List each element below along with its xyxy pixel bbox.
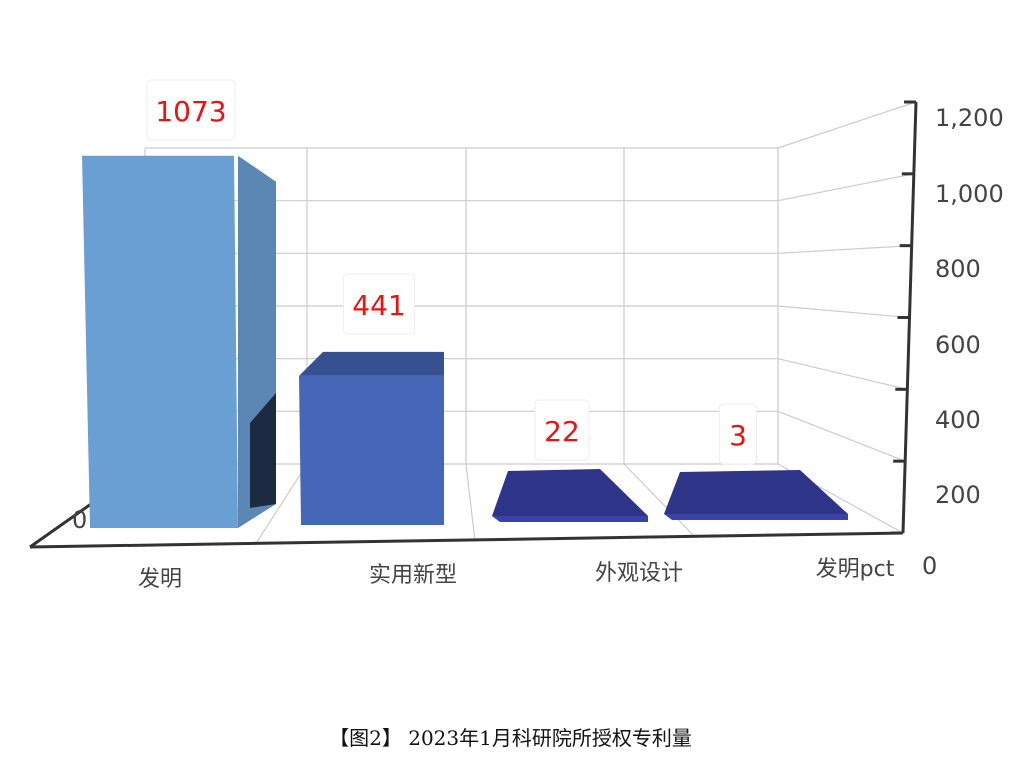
gridline-floor [254,463,308,546]
data-label-box [343,273,415,335]
x-category-label: 发明 [138,567,182,592]
labels: 1,200 1,000 800 600 400 200 0 0 1073 441 22 3 发明 实用新型… [72,79,1004,592]
y-tick-label: 800 [935,255,981,283]
x-category-label: 实用新型 [369,563,457,588]
data-label: 22 [544,415,580,448]
bar-front-face [82,155,238,528]
gridline-side [777,245,912,254]
data-label-box [146,79,236,141]
y-tick-label: 400 [935,406,981,434]
x-category-label: 外观设计 [595,561,683,586]
figure-caption: 【图2】 2023年1月科研院所授权专利量 [329,726,692,750]
x-axis-line [29,531,904,549]
y-tick-label: 200 [935,481,981,509]
gridline-floor [623,463,696,538]
gridline-side [777,101,917,149]
gridline-side [777,410,906,462]
gridline-floor [465,463,476,542]
bar-shadow-face [250,393,276,508]
bar-top-face [664,470,848,514]
gridline-side [777,173,914,202]
y-tick-label: 1,000 [935,180,1004,208]
gridline-side [777,358,908,390]
bar-front-face [299,375,444,525]
bar-front-face [492,516,648,522]
axis-zero-label: 0 [72,506,87,534]
data-label: 441 [352,289,405,322]
bars [82,155,848,528]
y-tick-label: 0 [922,552,937,580]
data-label-box [719,403,757,465]
x-category-label: 发明pct [816,557,895,582]
data-label: 1073 [155,95,226,128]
y-tick-label: 600 [935,331,981,359]
bar-top-face [299,351,444,376]
bar-top-face [492,469,648,516]
bar-front-face [664,514,848,520]
gridline-side [777,305,910,319]
data-label-box [534,399,590,461]
data-label: 3 [729,419,747,452]
y-tick-label: 1,200 [935,104,1004,132]
